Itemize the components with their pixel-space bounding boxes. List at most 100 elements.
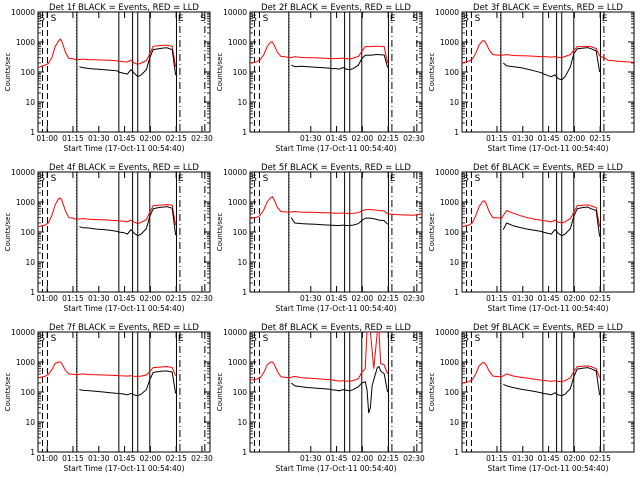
x-axis-label: Start Time (17-Oct-11 00:54:40) xyxy=(487,304,608,313)
x-tick-label: 01:15 xyxy=(486,294,508,303)
series-red-line xyxy=(38,197,177,228)
plot-frame xyxy=(461,171,635,293)
y-axis-label: Counts/sec xyxy=(4,213,12,252)
marker-annotation: S xyxy=(475,14,481,24)
y-tick-label: 10000 xyxy=(11,168,35,177)
x-tick-label: 02:30 xyxy=(191,134,213,143)
series-group xyxy=(462,362,601,397)
x-tick-label: 02:15 xyxy=(165,134,187,143)
series-group xyxy=(462,40,634,81)
x-tick-label: 02:15 xyxy=(377,294,399,303)
y-tick-label: 100 xyxy=(233,68,248,77)
y-tick-label: 1 xyxy=(30,128,35,137)
marker-annotation: E xyxy=(602,14,608,24)
x-tick-label: 02:15 xyxy=(165,294,187,303)
y-tick-label: 10 xyxy=(25,418,35,427)
x-tick-label: 02:15 xyxy=(589,454,611,463)
x-tick-label: 01:30 xyxy=(512,134,534,143)
y-tick-label: 100 xyxy=(445,68,460,77)
y-tick-label: 1 xyxy=(242,128,247,137)
y-axis-label: Counts/sec xyxy=(4,373,12,412)
x-tick-label: 02:30 xyxy=(403,454,425,463)
x-tick-label: 01:45 xyxy=(538,294,560,303)
y-tick-label: 10000 xyxy=(435,8,459,17)
panel-3: Det 3f BLACK = Events, RED = LLD Counts/s… xyxy=(428,3,635,153)
series-red-line xyxy=(250,41,389,64)
series-black-line xyxy=(79,47,177,78)
y-tick-label: 10000 xyxy=(223,168,247,177)
series-red-line xyxy=(462,362,601,384)
plot-frame xyxy=(37,11,211,133)
y-tick-label: 1 xyxy=(454,128,459,137)
y-tick-label: 10000 xyxy=(435,168,459,177)
x-tick-label: 01:45 xyxy=(538,134,560,143)
marker-annotation: E xyxy=(602,334,608,344)
x-axis-label: Start Time (17-Oct-11 00:54:40) xyxy=(487,464,608,473)
y-axis-label: Counts/sec xyxy=(216,213,224,252)
y-tick-label: 10000 xyxy=(11,328,35,337)
marker-annotation: S xyxy=(263,334,269,344)
x-tick-label: 02:30 xyxy=(191,294,213,303)
y-axis-label: Counts/sec xyxy=(428,53,436,92)
x-tick-label: 01:15 xyxy=(62,294,84,303)
y-tick-label: 1000 xyxy=(228,358,247,367)
marker-annotation: E xyxy=(390,334,396,344)
x-tick-label: 01:00 xyxy=(36,134,58,143)
x-tick-label: 01:15 xyxy=(62,454,84,463)
y-tick-label: 1000 xyxy=(16,38,35,47)
panel-title: Det 7f BLACK = Events, RED = LLD xyxy=(49,323,199,333)
x-tick-label: 02:30 xyxy=(191,454,213,463)
x-axis-label: Start Time (17-Oct-11 00:54:40) xyxy=(487,144,608,153)
y-tick-label: 1 xyxy=(454,288,459,297)
y-axis-label: Counts/sec xyxy=(216,373,224,412)
x-tick-label: 02:15 xyxy=(377,454,399,463)
plot-frame xyxy=(37,331,211,453)
series-group xyxy=(38,197,177,237)
y-tick-label: 10000 xyxy=(11,8,35,17)
marker-annotation: S xyxy=(463,334,469,344)
y-tick-label: 10 xyxy=(449,98,459,107)
panel-title: Det 9f BLACK = Events, RED = LLD xyxy=(473,323,623,333)
x-tick-label: 02:15 xyxy=(377,134,399,143)
panel-7: Det 7f BLACK = Events, RED = LLD Counts/s… xyxy=(4,323,213,473)
x-tick-label: 02:15 xyxy=(589,134,611,143)
x-tick-label: 02:00 xyxy=(352,134,374,143)
x-tick-label: 02:30 xyxy=(403,134,425,143)
panel-4: Det 4f BLACK = Events, RED = LLD Counts/s… xyxy=(4,163,213,313)
series-black-line xyxy=(290,217,388,226)
x-tick-label: 01:30 xyxy=(300,454,322,463)
y-tick-label: 100 xyxy=(233,388,248,397)
x-tick-label: 01:45 xyxy=(114,294,136,303)
marker-annotation: S xyxy=(263,174,269,184)
x-tick-label: 02:00 xyxy=(352,294,374,303)
series-black-line xyxy=(502,206,601,237)
y-tick-label: 10 xyxy=(237,258,247,267)
x-tick-label: 02:00 xyxy=(140,294,162,303)
y-tick-label: 1000 xyxy=(228,38,247,47)
series-black-line xyxy=(79,206,177,237)
x-tick-label: 02:00 xyxy=(564,454,586,463)
x-tick-label: 02:00 xyxy=(564,134,586,143)
y-tick-label: 1000 xyxy=(440,358,459,367)
y-tick-label: 1 xyxy=(30,288,35,297)
y-axis-label: Counts/sec xyxy=(4,53,12,92)
series-red-line xyxy=(250,196,422,220)
panel-8: Det 8f BLACK = Events, RED = LLD Counts/s… xyxy=(216,323,425,473)
x-axis-label: Start Time (17-Oct-11 00:54:40) xyxy=(275,304,396,313)
panel-title: Det 5f BLACK = Events, RED = LLD xyxy=(261,163,411,173)
series-black-line xyxy=(290,365,389,414)
x-tick-label: 01:45 xyxy=(538,454,560,463)
y-tick-label: 10 xyxy=(449,258,459,267)
y-tick-label: 1 xyxy=(454,448,459,457)
series-red-line xyxy=(462,200,601,228)
marker-annotation: S xyxy=(251,334,257,344)
y-tick-label: 1000 xyxy=(16,358,35,367)
x-tick-label: 01:30 xyxy=(88,454,110,463)
marker-annotation: E xyxy=(390,14,396,24)
x-tick-label: 01:30 xyxy=(88,134,110,143)
x-axis-label: Start Time (17-Oct-11 00:54:40) xyxy=(275,464,396,473)
series-group xyxy=(250,41,389,71)
plot-frame xyxy=(461,331,635,453)
marker-annotation: S xyxy=(475,334,481,344)
series-black-line xyxy=(502,47,601,81)
